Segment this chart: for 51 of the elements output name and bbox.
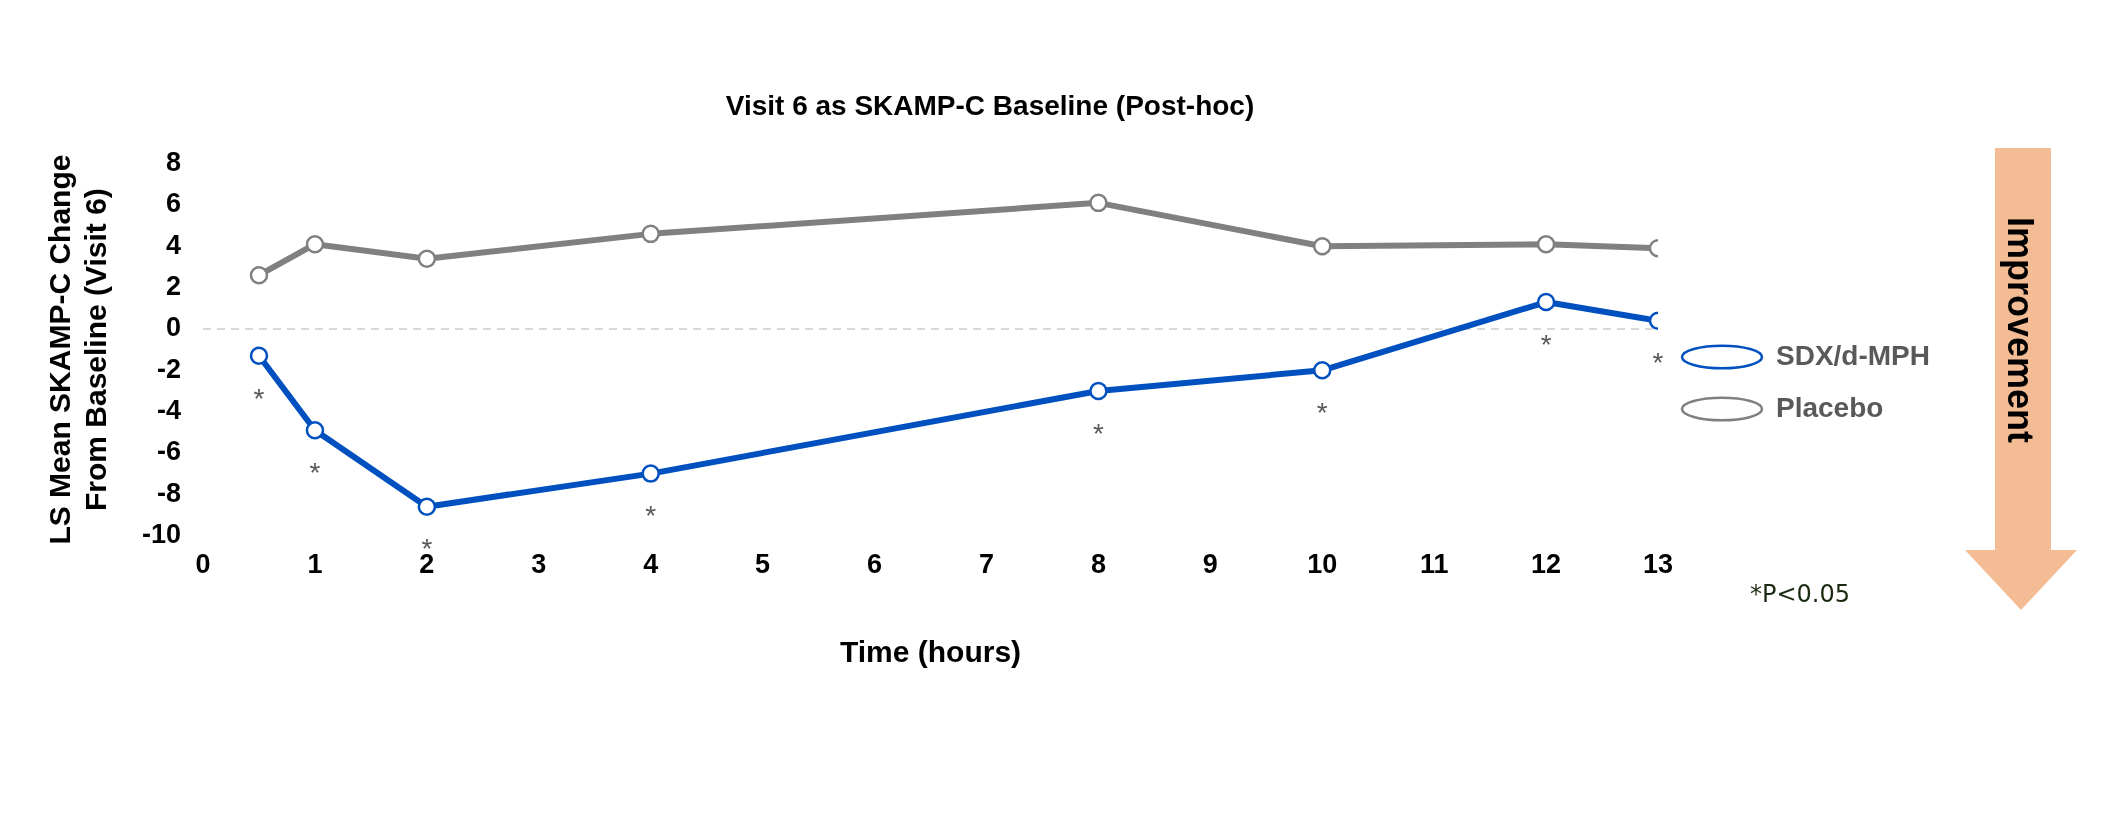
x-tick-label: 0 xyxy=(195,549,211,580)
point xyxy=(641,464,660,483)
text: Improvement xyxy=(1999,216,2041,444)
y-tick-label: 6 xyxy=(165,188,182,219)
point xyxy=(1312,237,1332,256)
point xyxy=(641,224,660,244)
point xyxy=(1089,193,1108,213)
point xyxy=(305,234,325,254)
point xyxy=(305,420,325,440)
point xyxy=(249,346,269,366)
y-tick-label: -8 xyxy=(157,477,182,508)
y-tick-label: 8 xyxy=(165,147,182,178)
annotation: * xyxy=(1652,347,1664,379)
x-tick-label: 7 xyxy=(978,549,994,580)
x-tick-label: 8 xyxy=(1090,549,1106,580)
y-tick-label: -6 xyxy=(157,436,182,467)
y-tick-label: 2 xyxy=(165,271,182,302)
chart-title: Visit 6 as SKAMP-C Baseline (Post-hoc) xyxy=(725,89,1255,121)
x-tick-label: 6 xyxy=(867,549,883,580)
x-tick-label: 11 xyxy=(1419,549,1449,580)
x-tick-label: 13 xyxy=(1642,549,1674,580)
annotation: * xyxy=(1316,396,1328,428)
point xyxy=(1089,381,1108,401)
point xyxy=(249,265,269,285)
annotation: * xyxy=(253,382,265,414)
annotation: * xyxy=(1092,417,1104,449)
x-tick-label: 9 xyxy=(1202,549,1218,580)
legend-label: SDX/d-MPH xyxy=(1776,339,1930,371)
point xyxy=(1536,234,1556,254)
annotation: * xyxy=(1540,328,1552,360)
annotation: * xyxy=(645,500,657,532)
point xyxy=(417,497,437,516)
x-tick-label: 4 xyxy=(643,549,659,580)
y-tick-label: -4 xyxy=(157,395,182,426)
y-tick-label: -2 xyxy=(157,353,182,384)
annotation: * xyxy=(309,456,321,488)
x-tick-label: 1 xyxy=(307,549,323,580)
point xyxy=(1312,361,1332,380)
legend-label: Placebo xyxy=(1776,391,1884,423)
x-tick-label: 3 xyxy=(531,549,547,580)
text: *P<0.05 xyxy=(1750,580,1851,608)
x-tick-label: 12 xyxy=(1531,549,1562,580)
x-tick-label: 10 xyxy=(1307,549,1338,580)
y-tick-label: 0 xyxy=(165,312,182,343)
y-tick-label: -10 xyxy=(141,519,182,550)
point xyxy=(417,249,437,268)
x-axis-title: Time (hours) xyxy=(839,635,1022,669)
y-tick-label: 4 xyxy=(165,229,182,260)
x-tick-label: 5 xyxy=(755,549,771,580)
point xyxy=(1536,292,1556,312)
y-axis-title: LS Mean SKAMP-C Change From Baseline (Visit 6) xyxy=(43,154,113,545)
